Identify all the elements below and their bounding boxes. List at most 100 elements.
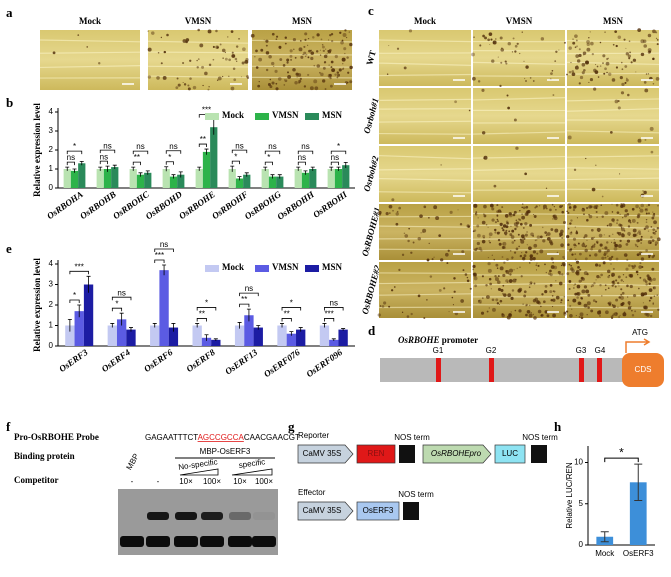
significance-label: * — [205, 299, 208, 308]
significance-label: * — [115, 299, 118, 308]
lesion-spot — [187, 87, 191, 91]
lesion-spot — [604, 67, 607, 71]
lesion-spot — [388, 204, 393, 209]
lesion-spot — [648, 299, 651, 302]
lesion-spot — [485, 283, 488, 287]
lesion-spot — [643, 81, 647, 84]
lesion-spot — [611, 284, 614, 287]
x-tick-label: OsRBOHI — [311, 189, 349, 220]
lesion-spot — [310, 51, 315, 55]
y-axis-title: Relative LUC/REN — [565, 462, 574, 528]
lesion-spot — [571, 269, 575, 273]
error-bar — [195, 323, 200, 328]
lesion-spot — [522, 303, 524, 305]
lesion-spot — [510, 235, 515, 239]
lesion-spot — [452, 304, 454, 306]
bar — [103, 169, 112, 188]
significance-bracket — [132, 150, 149, 155]
lesion-spot — [404, 234, 409, 238]
lesion-spot — [608, 303, 612, 306]
panel-label: a — [6, 5, 13, 20]
leaf-vein — [566, 225, 660, 229]
lesion-spot — [330, 33, 334, 36]
lesion-spot — [618, 296, 621, 299]
lesion-spot — [343, 47, 347, 51]
lesion-spot — [501, 206, 504, 209]
lesion-spot — [551, 203, 554, 206]
lesion-spot — [578, 53, 582, 58]
significance-label: ns — [100, 152, 108, 161]
lesion-spot — [307, 37, 310, 40]
sequence-part: GAGAATTTCT — [145, 433, 198, 442]
lesion-spot — [497, 238, 501, 242]
lesion-spot — [306, 54, 308, 56]
lesion-spot — [523, 77, 526, 80]
lesion-spot — [536, 239, 538, 241]
lesion-spot — [505, 62, 508, 65]
lesion-spot — [630, 61, 633, 64]
lesion-spot — [588, 214, 593, 219]
panel-label: f — [6, 419, 11, 434]
lesion-spot — [611, 314, 614, 317]
lesion-spot — [443, 287, 446, 290]
significance-label: ** — [199, 310, 205, 319]
lesion-spot — [604, 284, 607, 287]
bar — [83, 284, 94, 346]
lesion-spot — [578, 82, 581, 85]
lesion-spot — [604, 288, 607, 291]
constructs: Reporter CaMV 35S REN NOS term OsRBOHEpr… — [297, 431, 558, 521]
leaf-vein — [378, 248, 472, 251]
lesion-spot — [536, 252, 539, 255]
lesion-spot — [619, 76, 623, 80]
leaf-vein — [472, 212, 566, 215]
lesion-spot — [187, 84, 190, 87]
lesion-spot — [645, 208, 647, 211]
lesion-spot — [521, 206, 524, 209]
lesion-spot — [581, 289, 586, 294]
lesion-spot — [577, 242, 580, 245]
lesion-spot — [336, 76, 339, 79]
error-bar — [105, 165, 110, 172]
x-tick-label: OsRBOHD — [144, 189, 185, 222]
lesion-spot — [653, 212, 656, 215]
lesion-spot — [640, 39, 645, 44]
lesion-spot — [657, 205, 659, 207]
lesion-spot — [652, 287, 655, 289]
leaf-vein — [39, 51, 141, 54]
lesion-spot — [525, 65, 529, 69]
lesion-spot — [575, 269, 580, 274]
lesion-spot — [492, 307, 496, 312]
lesion-spot — [651, 267, 655, 271]
lesion-spot — [616, 211, 620, 214]
lesion-spot — [328, 64, 330, 66]
lesion-spot — [626, 284, 629, 288]
x-tick-label: OsERF13 — [223, 347, 259, 377]
part-label: REN — [368, 449, 385, 458]
lesion-spot — [398, 268, 401, 272]
lesion-spot — [507, 293, 512, 298]
lesion-spot — [648, 282, 651, 286]
lesion-spot — [553, 290, 556, 293]
lesion-spot — [491, 59, 495, 63]
lesion-spot — [634, 243, 636, 245]
lesion-spot — [499, 299, 503, 303]
lesion-spot — [569, 313, 573, 318]
lesion-spot — [544, 284, 548, 288]
lesion-spot — [552, 305, 554, 308]
leaf-vein — [378, 225, 472, 228]
y-tick-label: 3 — [49, 126, 54, 135]
leaf-image — [566, 87, 660, 144]
lesion-spot — [505, 279, 509, 283]
bar — [192, 325, 202, 346]
lesion-spot — [640, 294, 643, 297]
lesion-spot — [647, 48, 652, 52]
lesion-spot — [296, 75, 298, 78]
bar — [74, 311, 84, 346]
bar — [301, 172, 310, 188]
lesion-spot — [464, 273, 468, 276]
bar — [96, 169, 104, 188]
lesion-spot — [511, 289, 515, 292]
y-tick-label: 2 — [49, 145, 54, 154]
lesion-spot — [231, 51, 234, 54]
gel-band — [146, 536, 170, 547]
